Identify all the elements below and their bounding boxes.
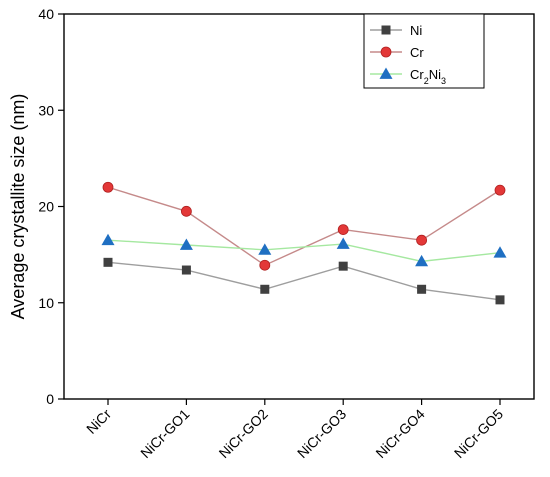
- legend-label: Cr: [410, 45, 424, 60]
- data-point: [495, 295, 505, 305]
- legend-swatch-marker: [379, 67, 393, 79]
- series-line: [107, 186, 501, 267]
- y-tick-label: 10: [38, 295, 54, 311]
- data-point: [338, 261, 348, 271]
- data-point: [337, 224, 349, 236]
- series-line: [107, 261, 501, 301]
- x-axis-ticks: NiCr NiCr-GO1 NiCr-GO2 NiCr-GO3 NiCr-GO4 NiCr…: [83, 399, 506, 461]
- data-point: [103, 257, 113, 267]
- data-point: [416, 234, 428, 246]
- legend-item: Ni: [370, 23, 422, 38]
- legend-item: Cr2Ni3: [370, 67, 446, 86]
- data-point: [180, 205, 192, 217]
- x-tick-label: NiCr-GO4: [372, 406, 427, 461]
- x-tick-label: NiCr-GO2: [216, 406, 271, 461]
- legend-label: Cr2Ni3: [410, 67, 446, 86]
- legend-swatch-marker: [381, 25, 391, 35]
- legend: Ni Cr Cr2Ni3: [363, 13, 485, 89]
- data-point: [258, 243, 272, 255]
- series-1: [102, 181, 506, 271]
- data-point: [336, 237, 350, 249]
- y-tick-label: 20: [38, 199, 54, 215]
- legend-swatch-marker: [380, 46, 392, 58]
- data-point: [181, 265, 191, 275]
- y-axis-ticks: 0 10 20 30 40: [38, 6, 64, 407]
- series-line: [107, 239, 501, 263]
- series-0: [103, 257, 505, 305]
- data-point: [260, 284, 270, 294]
- y-tick-label: 30: [38, 102, 54, 118]
- y-tick-label: 40: [38, 6, 54, 22]
- x-tick-label: NiCr-GO5: [451, 406, 506, 461]
- y-tick-label: 0: [46, 391, 54, 407]
- data-point: [259, 259, 271, 271]
- data-point: [415, 254, 429, 267]
- data-point: [102, 181, 114, 193]
- data-point: [417, 284, 427, 294]
- x-tick-label: NiCr-GO1: [137, 406, 192, 461]
- legend-item: Cr: [370, 45, 424, 60]
- x-tick-label: NiCr: [83, 406, 114, 437]
- x-tick-label: NiCr-GO3: [294, 406, 349, 461]
- series-layer: [101, 181, 507, 305]
- data-point: [494, 184, 506, 196]
- data-point: [179, 238, 193, 250]
- data-point: [493, 246, 507, 258]
- legend-label: Ni: [410, 23, 422, 38]
- series-2: [101, 233, 507, 267]
- y-axis-label: Average crystallite size (nm): [8, 94, 28, 320]
- data-point: [101, 233, 115, 246]
